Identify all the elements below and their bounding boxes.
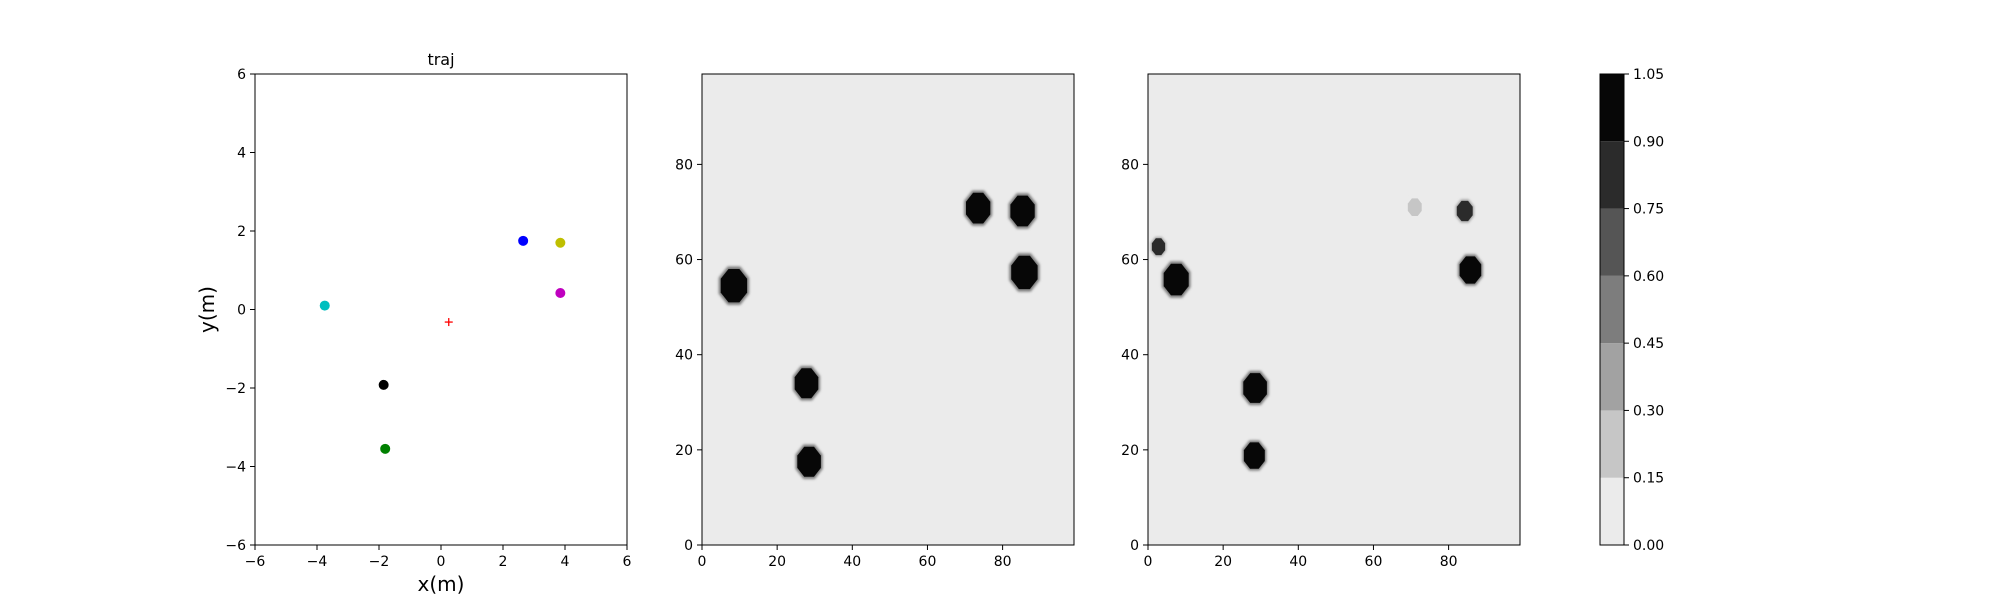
colorbar-segment	[1600, 208, 1624, 276]
colorbar-tick-label: 0.90	[1633, 134, 1664, 150]
y-axis-label: y(m)	[195, 286, 219, 333]
heatmap-blob	[1150, 237, 1167, 257]
y-tick-label: 0	[237, 303, 246, 319]
trajectory-panel: −6 −4 −2 0 2 4 6 −6 −4 −2 0 2 4 6 traj x(m) y(m)	[195, 50, 632, 596]
heatmap-background	[1148, 74, 1520, 545]
colorbar-segment	[1600, 275, 1624, 344]
heatmap-blob-core	[1243, 373, 1267, 403]
x-tick-label: −2	[369, 554, 390, 570]
colorbar-frame	[1599, 73, 1625, 546]
x-tick-label: 2	[499, 554, 508, 570]
x-axis-label: x(m)	[418, 572, 465, 596]
plot-area	[255, 74, 627, 545]
x-tick-label: 40	[843, 554, 861, 570]
x-tick-label: 20	[1214, 554, 1232, 570]
heatmap-blob-core	[794, 368, 819, 399]
x-tick-label: 0	[698, 554, 707, 570]
y-tick-label: 4	[237, 146, 246, 162]
y-tick-label: −4	[225, 460, 246, 476]
x-tick-label: 4	[561, 554, 570, 570]
colorbar-segment	[1600, 74, 1624, 142]
heatmap-blob-core	[1010, 195, 1035, 227]
data-point	[319, 300, 330, 311]
x-tick-label: −6	[245, 554, 266, 570]
heatmap-blob-core	[966, 192, 991, 224]
heatmap-blob	[1161, 261, 1191, 298]
plot-frame	[701, 73, 1075, 546]
heatmap-blob-core	[797, 446, 821, 477]
colorbar-tick-label: 0.45	[1633, 336, 1664, 352]
x-tick-label: 6	[623, 554, 632, 570]
x-tick-label: 40	[1289, 554, 1307, 570]
y-tick-label: 0	[684, 538, 693, 554]
data-point	[555, 237, 566, 248]
heatmap-blob	[1008, 193, 1037, 229]
heatmap-blob	[1241, 370, 1269, 406]
colorbar-tick-label: 0.15	[1633, 471, 1664, 487]
x-tick-label: 20	[768, 554, 786, 570]
x-tick-label: −4	[307, 554, 328, 570]
heatmap-blob-core	[1163, 263, 1189, 296]
y-tick-label: 0	[1130, 538, 1139, 554]
heatmap-blob	[964, 190, 993, 226]
heatmap-blob	[1455, 199, 1474, 223]
heatmap-blob	[718, 266, 750, 305]
data-point	[555, 288, 566, 299]
heatmap-blob-core	[1456, 200, 1473, 222]
y-tick-label: 80	[675, 157, 693, 173]
y-tick-label: 6	[237, 67, 246, 83]
heatmap-blob-core	[1243, 442, 1265, 469]
y-tick-label: 20	[1121, 443, 1139, 459]
plus-marker	[444, 318, 453, 327]
y-tick-label: 80	[1121, 157, 1139, 173]
x-tick-label: 60	[919, 554, 937, 570]
colorbar-tick-label: 0.75	[1633, 202, 1664, 218]
x-tick-label: 60	[1365, 554, 1383, 570]
heatmap-panel-2: 00 20 20 40 40 60 60 80 80	[1121, 73, 1521, 570]
y-tick-label: 40	[1121, 348, 1139, 364]
y-tick-label: −2	[225, 381, 246, 397]
plot-frame	[254, 73, 628, 546]
heatmap-blob	[1406, 197, 1423, 218]
y-tick-label: 40	[675, 348, 693, 364]
x-tick-label: 80	[994, 554, 1012, 570]
y-tick-label: 2	[237, 224, 246, 240]
heatmap-blob	[792, 366, 821, 401]
heatmap-blob	[1242, 440, 1267, 471]
colorbar-tick-label: 0.00	[1633, 538, 1664, 554]
plot-frame	[1147, 73, 1521, 546]
x-tick-label: 0	[1144, 554, 1153, 570]
heatmap-blob	[795, 444, 823, 479]
y-tick-label: −6	[225, 538, 246, 554]
colorbar-tick-label: 0.60	[1633, 269, 1664, 285]
colorbar-tick-label: 0.30	[1633, 403, 1664, 419]
data-point	[378, 379, 389, 390]
colorbar-segment	[1600, 141, 1624, 209]
colorbar-segment	[1600, 477, 1624, 545]
colorbar-tick-label: 1.05	[1633, 67, 1664, 83]
heatmap-blob	[1009, 253, 1040, 292]
heatmap-blob-core	[720, 269, 748, 303]
y-tick-label: 60	[1121, 253, 1139, 269]
heatmap-blob-core	[1151, 238, 1166, 256]
colorbar-segment	[1600, 410, 1624, 478]
colorbar-segment	[1600, 343, 1624, 411]
heatmap-blob-core	[1407, 198, 1422, 216]
x-tick-label: 80	[1440, 554, 1458, 570]
data-point	[380, 443, 391, 454]
heatmap-blob-core	[1459, 256, 1482, 284]
y-tick-label: 60	[675, 253, 693, 269]
heatmap-background	[702, 74, 1074, 545]
y-tick-label: 20	[675, 443, 693, 459]
heatmap-blob	[1457, 254, 1483, 286]
heatmap-panel-1: 00 20 20 40 40 60 60 80 80	[675, 73, 1075, 570]
data-point	[518, 235, 529, 246]
chart-title: traj	[427, 50, 454, 69]
heatmap-blob-core	[1011, 255, 1038, 290]
x-tick-label: 0	[437, 554, 446, 570]
colorbar: 0.00 0.15 0.30 0.45 0.60 0.75 0.90 1.05	[1599, 67, 1664, 554]
